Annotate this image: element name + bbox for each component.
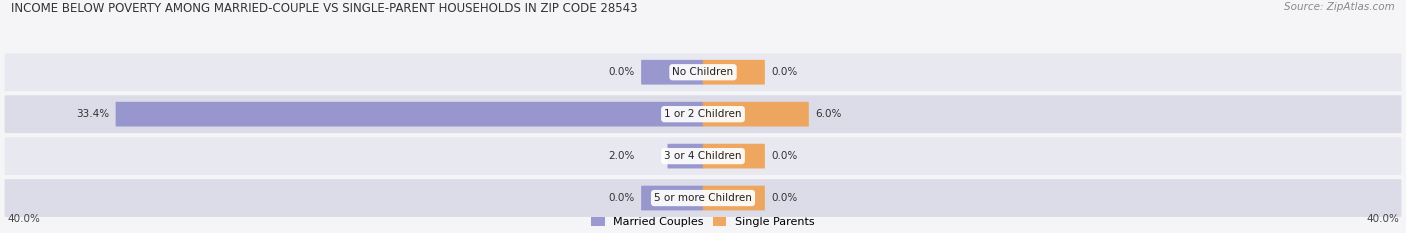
- FancyBboxPatch shape: [703, 144, 765, 168]
- Text: 0.0%: 0.0%: [772, 193, 797, 203]
- Text: 0.0%: 0.0%: [772, 151, 797, 161]
- FancyBboxPatch shape: [703, 60, 765, 85]
- FancyBboxPatch shape: [4, 137, 1402, 175]
- FancyBboxPatch shape: [115, 102, 703, 127]
- Legend: Married Couples, Single Parents: Married Couples, Single Parents: [592, 217, 814, 227]
- FancyBboxPatch shape: [4, 179, 1402, 217]
- Text: 40.0%: 40.0%: [7, 214, 39, 224]
- Text: 33.4%: 33.4%: [76, 109, 110, 119]
- Text: 0.0%: 0.0%: [772, 67, 797, 77]
- Text: Source: ZipAtlas.com: Source: ZipAtlas.com: [1284, 2, 1395, 12]
- Text: 5 or more Children: 5 or more Children: [654, 193, 752, 203]
- Text: INCOME BELOW POVERTY AMONG MARRIED-COUPLE VS SINGLE-PARENT HOUSEHOLDS IN ZIP COD: INCOME BELOW POVERTY AMONG MARRIED-COUPL…: [11, 2, 638, 15]
- Text: 6.0%: 6.0%: [815, 109, 842, 119]
- FancyBboxPatch shape: [4, 53, 1402, 91]
- FancyBboxPatch shape: [641, 186, 703, 210]
- Text: 0.0%: 0.0%: [609, 67, 634, 77]
- FancyBboxPatch shape: [703, 186, 765, 210]
- Text: 40.0%: 40.0%: [1367, 214, 1399, 224]
- Text: 1 or 2 Children: 1 or 2 Children: [664, 109, 742, 119]
- FancyBboxPatch shape: [668, 144, 703, 168]
- Text: 3 or 4 Children: 3 or 4 Children: [664, 151, 742, 161]
- FancyBboxPatch shape: [641, 60, 703, 85]
- Text: 0.0%: 0.0%: [609, 193, 634, 203]
- FancyBboxPatch shape: [4, 95, 1402, 133]
- Text: No Children: No Children: [672, 67, 734, 77]
- Text: 2.0%: 2.0%: [607, 151, 634, 161]
- FancyBboxPatch shape: [703, 102, 808, 127]
